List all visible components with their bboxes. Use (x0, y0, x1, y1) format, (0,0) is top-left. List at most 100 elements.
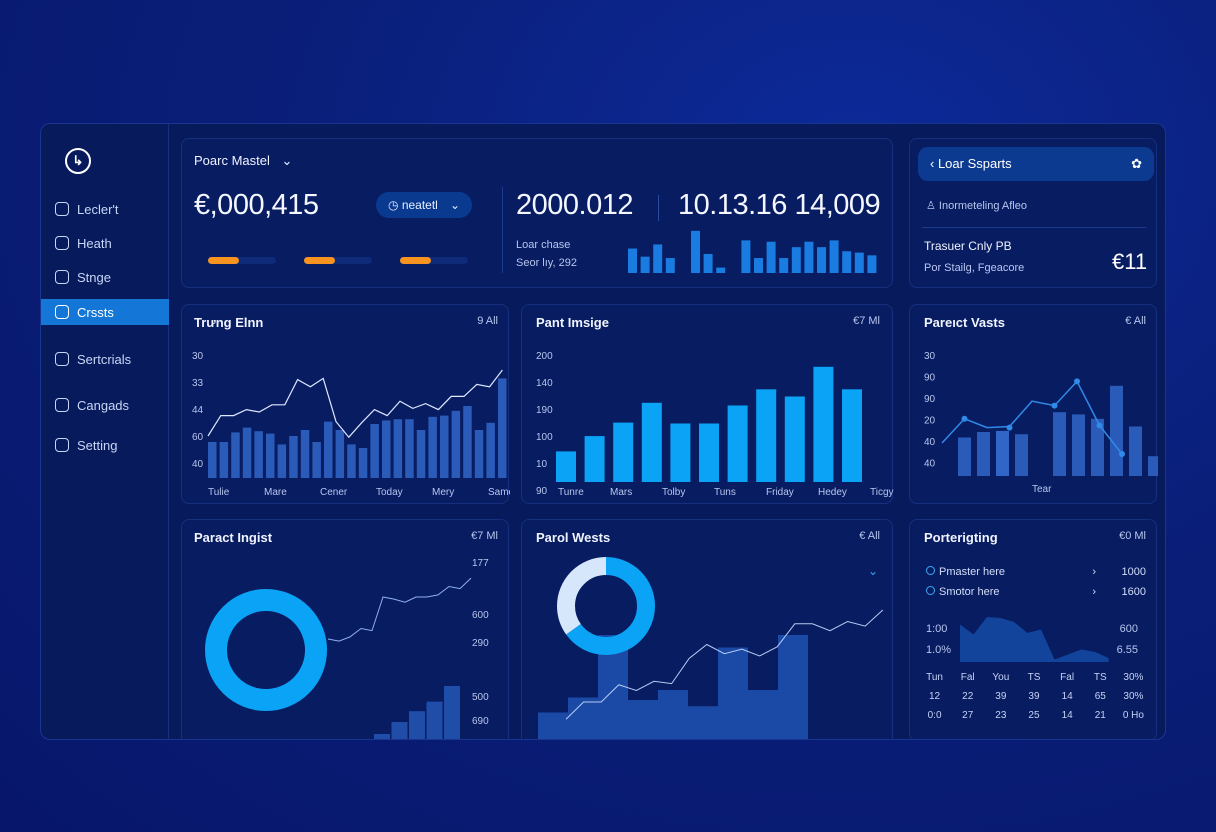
table-cell: Tun (926, 672, 943, 683)
data-point (1051, 402, 1058, 409)
sidebar-item-5[interactable]: Sertcrials (41, 346, 169, 372)
sidebar-item-4[interactable]: Crssts (41, 299, 169, 325)
chart-card-2: Pant Imsige €7 Ml 200 140 190 100 10 90 Tunre M… (521, 304, 894, 504)
table-cell: 30% (1123, 672, 1144, 683)
x-tick-label: Mery (432, 487, 454, 498)
chart-filter[interactable]: € All (859, 530, 880, 542)
bar (405, 419, 414, 478)
row-sub: Por Stailg, Fgeacore (924, 262, 1025, 274)
bar (641, 402, 662, 482)
y-tick-label: 140 (536, 378, 553, 389)
series-line (207, 369, 503, 439)
clock-icon: ◷ (388, 198, 402, 212)
value-label: 177 (472, 558, 489, 569)
sidebar-item-label: Heath (77, 235, 112, 251)
bar (444, 686, 460, 739)
chevron-right-icon: › (1092, 566, 1096, 578)
x-tick-label: Today (376, 487, 403, 498)
bar (486, 422, 495, 478)
list-item[interactable]: Smotor here 1600 › (926, 586, 1146, 598)
divider (658, 195, 659, 221)
mini-bar (640, 256, 650, 273)
sidebar-item-1[interactable]: Lecler't (41, 196, 169, 222)
y-tick-label: 90 (924, 394, 936, 405)
chart-2: 200 140 190 100 10 90 Tunre Mars Tolby Tuns Friday… (536, 351, 894, 498)
tick-label: 6.55 (1116, 644, 1138, 656)
chart-filter[interactable]: 9 All (477, 315, 498, 327)
bar (538, 712, 568, 739)
divider (922, 227, 1146, 228)
x-tick-label: Hedey (818, 487, 847, 498)
y-tick-label: 10 (536, 459, 548, 470)
chevron-right-icon: › (1092, 586, 1096, 598)
info-text: ♙ Inormeteling Afleo (926, 200, 1027, 212)
bar (391, 722, 408, 739)
bar (778, 635, 808, 739)
table-cell: 25 (1028, 710, 1040, 721)
chart-filter[interactable]: €7 Ml (471, 530, 498, 542)
bar (451, 410, 461, 478)
sidebar-item-label: Sertcrials (77, 351, 132, 367)
sidebar-item-6[interactable]: Cangads (41, 392, 169, 418)
bar (584, 436, 605, 482)
chevron-down-icon[interactable]: ⌄ (867, 564, 878, 578)
chart-card-5: Parol Wests € All ⌄ (521, 519, 893, 739)
y-tick-label: 20 (924, 416, 936, 427)
sidebar-item-7[interactable]: Setting (41, 432, 169, 458)
chat-icon (55, 352, 69, 366)
value-label: 290 (472, 638, 489, 649)
bar (208, 442, 217, 478)
table-cell: 27 (962, 710, 974, 721)
chart-filter[interactable]: € All (1125, 315, 1146, 327)
value-3: 10.13.16 14,009 (678, 189, 881, 221)
bar (416, 430, 426, 478)
y-tick-label: 44 (192, 405, 204, 416)
table-cell: 12 (929, 691, 941, 702)
summary-title[interactable]: Poarc Mastel ⌄ (194, 153, 293, 168)
gear-icon[interactable]: ✿ (1131, 156, 1142, 171)
list-item[interactable]: Pmaster here 1000 › (926, 566, 1146, 578)
bar (382, 420, 391, 478)
chart-filter[interactable]: €0 Ml (1119, 530, 1146, 542)
value-2: 2000.012 (516, 189, 633, 221)
mini-bar (691, 230, 700, 273)
chart-filter[interactable]: €7 Ml (853, 315, 880, 327)
table-cell: Fal (960, 672, 975, 683)
bar (277, 444, 287, 478)
table-cell: Fal (1060, 672, 1075, 683)
x-tick-label: Ticgy (870, 487, 894, 498)
bar (718, 647, 748, 739)
bar (670, 423, 691, 482)
area-series (960, 617, 1109, 662)
x-tick-label: Friday (766, 487, 794, 498)
progress-fill (304, 257, 335, 264)
lock-icon (55, 398, 69, 412)
sidebar-item-3[interactable]: Stnge (41, 264, 169, 290)
x-tick-label: Mars (610, 487, 632, 498)
y-tick-label: 200 (536, 351, 553, 362)
data-point (1096, 422, 1103, 429)
reports-button[interactable]: ‹ Loar Ssparts ✿ (918, 147, 1154, 181)
table-cell: 14 (1061, 691, 1073, 702)
data-point (1074, 378, 1080, 385)
progress-fill (400, 257, 431, 264)
mini-bar (854, 252, 864, 273)
chart-card-4: Paract Ingist €7 Ml 177 600 290 500 690 010 (181, 519, 509, 739)
bar (324, 421, 333, 478)
bar (358, 448, 368, 478)
y-tick-label: 60 (192, 432, 204, 443)
table-cell: 23 (995, 710, 1007, 721)
y-tick-label: 190 (536, 405, 553, 416)
clock-icon[interactable]: ↳ (65, 148, 91, 174)
y-tick-label: 33 (192, 378, 204, 389)
filter-dropdown[interactable]: ◷ neatetl ⌄ (376, 192, 472, 218)
sidebar-item-2[interactable]: Heath (41, 230, 169, 256)
mini-bar (867, 255, 877, 273)
bar (628, 700, 658, 739)
bar (699, 423, 719, 482)
radio-icon[interactable] (926, 566, 935, 575)
data-point (1006, 424, 1013, 431)
radio-icon[interactable] (926, 586, 935, 595)
chevron-left-icon: ‹ (930, 156, 938, 171)
x-tick-label: Tuns (714, 487, 736, 498)
